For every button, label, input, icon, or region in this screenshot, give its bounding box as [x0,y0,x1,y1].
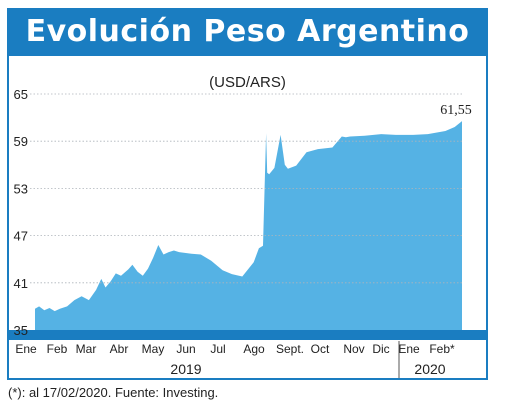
month-label: Sept. [276,342,304,356]
month-label: Abr [110,342,129,356]
y-tick-labels: 35 41 47 53 59 65 [14,87,28,338]
y-tick-label: 47 [14,229,28,244]
month-label: Ago [243,342,265,356]
y-tick-label: 53 [14,181,28,196]
title-bar: Evolución Peso Argentino [9,10,486,56]
y-tick-label: 35 [14,323,28,338]
year-labels: 2019 2020 [170,341,446,378]
y-tick-label: 65 [14,87,28,102]
chart-title: Evolución Peso Argentino [25,14,470,49]
y-tick-label: 41 [14,276,28,291]
month-label: Ene [15,342,37,356]
year-label: 2019 [170,361,201,377]
month-label: Nov [343,342,364,356]
month-label: Feb [47,342,68,356]
month-labels: Ene Feb Mar Abr May Jun Jul Ago Sept. Oct Nov Dic En… [15,342,455,356]
month-label: Dic [372,342,389,356]
month-label: Feb* [429,342,455,356]
month-label: Mar [76,342,97,356]
series-area [35,121,462,330]
month-label: May [142,342,165,356]
last-value-label: 61,55 [440,103,472,118]
footnote: (*): al 17/02/2020. Fuente: Investing. [8,385,219,400]
chart-subtitle: (USD/ARS) [209,74,286,91]
y-tick-label: 59 [14,134,28,149]
year-label: 2020 [414,361,445,377]
month-label: Jul [210,342,225,356]
x-axis-band [9,330,486,340]
month-label: Ene [398,342,420,356]
month-label: Oct [311,342,330,356]
month-label: Jun [176,342,195,356]
